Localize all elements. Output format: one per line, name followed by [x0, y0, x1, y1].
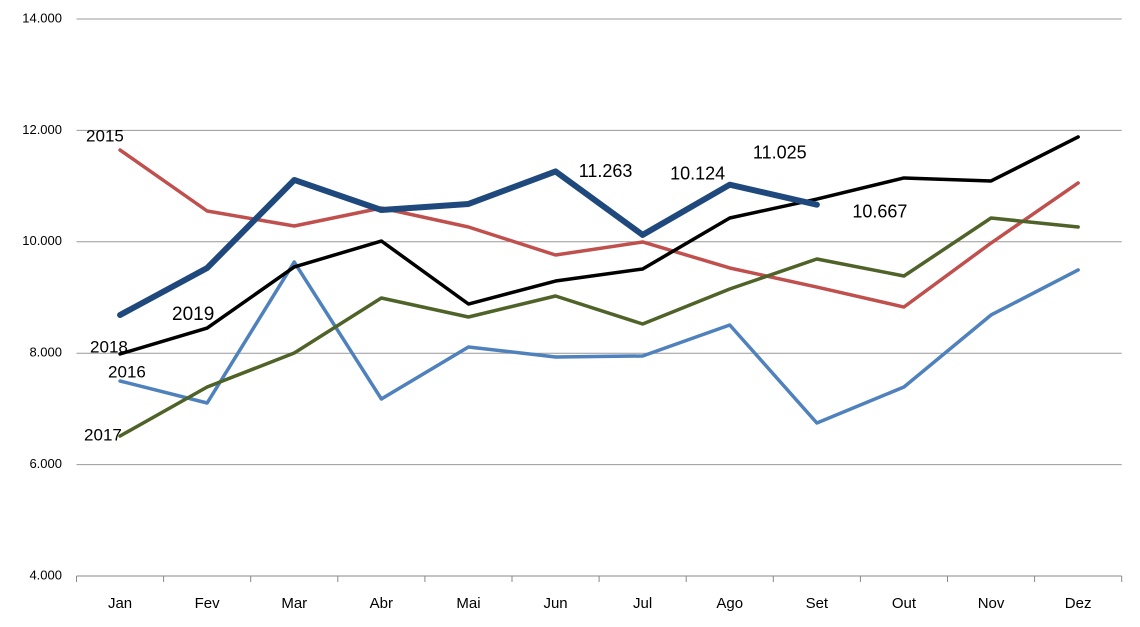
- series-label: 2017: [84, 426, 122, 445]
- x-tick-label: Jul: [633, 595, 652, 612]
- x-tick-label: Jan: [108, 595, 132, 612]
- data-label: 11.263: [579, 161, 633, 181]
- series-line: [118, 260, 1080, 425]
- series-line: [118, 216, 1080, 438]
- data-label: 10.124: [670, 164, 725, 184]
- x-tick-label: Nov: [978, 595, 1005, 612]
- y-tick-label: 8.000: [29, 345, 62, 360]
- y-tick-label: 10.000: [22, 233, 62, 248]
- data-label: 11.025: [753, 142, 807, 162]
- series-label: 2018: [90, 337, 128, 356]
- y-tick-label: 12.000: [22, 122, 62, 137]
- series-label: 2015: [86, 126, 124, 145]
- data-label: 10.667: [852, 201, 907, 221]
- x-tick-label: Abr: [370, 595, 393, 612]
- y-tick-label: 14.000: [22, 10, 62, 25]
- y-tick-label: 6.000: [29, 456, 62, 471]
- series-line: [118, 135, 1080, 356]
- x-tick-label: Mai: [456, 595, 480, 612]
- series-line: [117, 168, 820, 318]
- x-tick-label: Out: [892, 595, 917, 612]
- x-tick-label: Fev: [195, 595, 221, 612]
- series-label: 2016: [108, 362, 146, 381]
- series-label: 2019: [172, 304, 214, 325]
- y-tick-label: 4.000: [29, 567, 62, 582]
- x-tick-label: Dez: [1065, 595, 1092, 612]
- x-tick-label: Mar: [281, 595, 307, 612]
- series-line: [118, 148, 1080, 309]
- x-tick-label: Set: [806, 595, 829, 612]
- x-tick-label: Ago: [716, 595, 743, 612]
- x-tick-label: Jun: [543, 595, 567, 612]
